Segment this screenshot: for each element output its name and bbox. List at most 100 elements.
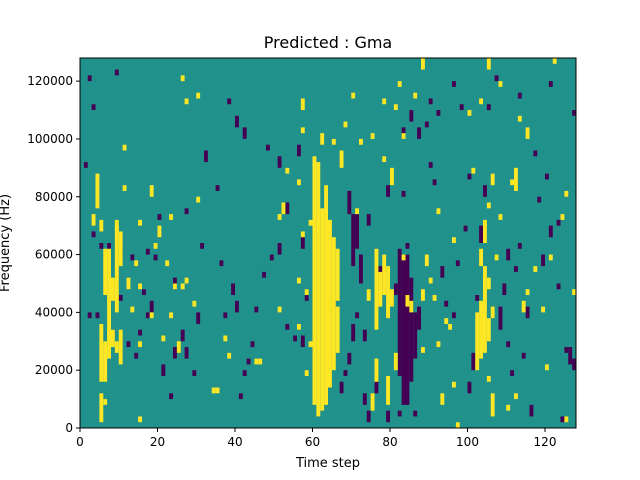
low-cell xyxy=(467,381,472,394)
low-cell xyxy=(506,248,511,261)
low-cell xyxy=(568,347,573,365)
high-cell xyxy=(421,58,425,70)
high-cell xyxy=(548,254,553,261)
high-cell xyxy=(196,92,201,99)
low-cell xyxy=(134,352,139,359)
high-cell xyxy=(169,214,174,220)
high-cell xyxy=(300,98,305,111)
x-tick-label: 0 xyxy=(76,435,84,449)
low-cell xyxy=(153,254,158,261)
high-cell xyxy=(331,138,336,145)
low-cell xyxy=(223,312,228,319)
high-cell xyxy=(173,283,177,290)
high-cell xyxy=(149,185,154,197)
low-cell xyxy=(459,104,464,111)
high-cell xyxy=(479,300,484,359)
high-cell xyxy=(118,329,123,365)
high-cell xyxy=(386,375,391,405)
y-tick-label: 40000 xyxy=(35,305,73,319)
high-cell xyxy=(506,404,511,411)
high-cell xyxy=(114,219,119,313)
low-cell xyxy=(366,214,371,226)
low-cell xyxy=(215,185,220,191)
low-cell xyxy=(393,283,398,296)
high-cell xyxy=(297,277,301,284)
low-cell xyxy=(118,295,123,301)
high-cell xyxy=(564,416,569,423)
plot-area xyxy=(79,57,577,429)
high-cell xyxy=(281,202,286,215)
low-cell xyxy=(514,266,518,272)
high-cell xyxy=(351,92,356,99)
y-tick-label: 120000 xyxy=(27,74,73,88)
high-cell xyxy=(514,167,518,191)
high-cell xyxy=(490,393,495,417)
low-cell xyxy=(169,393,174,400)
low-cell xyxy=(343,370,348,376)
high-cell xyxy=(564,190,569,197)
high-cell xyxy=(215,387,220,394)
high-cell xyxy=(483,266,487,313)
low-cell xyxy=(486,104,491,111)
high-cell xyxy=(180,283,185,290)
high-cell xyxy=(552,58,557,64)
high-cell xyxy=(335,248,340,301)
low-cell xyxy=(142,289,146,296)
high-cell xyxy=(490,173,495,186)
low-cell xyxy=(463,225,468,232)
low-cell xyxy=(362,393,367,405)
high-cell xyxy=(122,144,127,151)
high-cell xyxy=(254,358,259,365)
low-cell xyxy=(517,92,522,99)
x-tick-label: 60 xyxy=(305,435,320,449)
high-cell xyxy=(138,283,143,290)
high-cell xyxy=(149,312,154,319)
high-cell xyxy=(486,202,491,209)
low-cell xyxy=(366,410,371,423)
low-cell xyxy=(107,243,112,249)
low-cell xyxy=(564,347,569,353)
high-cell xyxy=(374,248,379,330)
low-cell xyxy=(444,300,449,307)
high-cell xyxy=(366,289,371,301)
high-cell xyxy=(111,329,115,348)
high-cell xyxy=(471,167,476,174)
x-tick-label: 120 xyxy=(534,435,557,449)
high-cell xyxy=(545,364,549,371)
low-cell xyxy=(417,127,422,139)
high-cell xyxy=(490,306,495,319)
low-cell xyxy=(386,185,391,197)
low-cell xyxy=(409,277,414,382)
low-cell xyxy=(91,104,96,111)
high-cell xyxy=(114,225,119,232)
low-cell xyxy=(196,312,201,324)
low-cell xyxy=(238,393,243,400)
low-cell xyxy=(304,295,309,301)
high-cell xyxy=(479,98,484,105)
high-cell xyxy=(510,179,515,186)
low-cell xyxy=(541,254,546,267)
high-cell xyxy=(452,237,456,243)
low-cell xyxy=(533,150,538,157)
high-cell xyxy=(320,208,325,411)
high-cell xyxy=(533,266,538,272)
high-cell xyxy=(134,260,139,267)
low-cell xyxy=(99,243,104,249)
high-cell xyxy=(525,127,530,139)
high-cell xyxy=(494,254,499,261)
high-cell xyxy=(184,98,189,105)
low-cell xyxy=(537,196,542,203)
high-cell xyxy=(103,341,108,382)
low-cell xyxy=(347,352,352,365)
low-cell xyxy=(355,214,360,249)
low-cell xyxy=(173,347,177,359)
low-cell xyxy=(269,254,274,261)
low-cell xyxy=(529,404,534,417)
low-cell xyxy=(242,370,247,376)
high-cell xyxy=(382,98,387,105)
high-cell xyxy=(370,393,375,411)
low-cell xyxy=(184,208,189,215)
low-cell xyxy=(266,144,270,151)
high-cell xyxy=(277,214,282,220)
low-cell xyxy=(351,323,356,342)
